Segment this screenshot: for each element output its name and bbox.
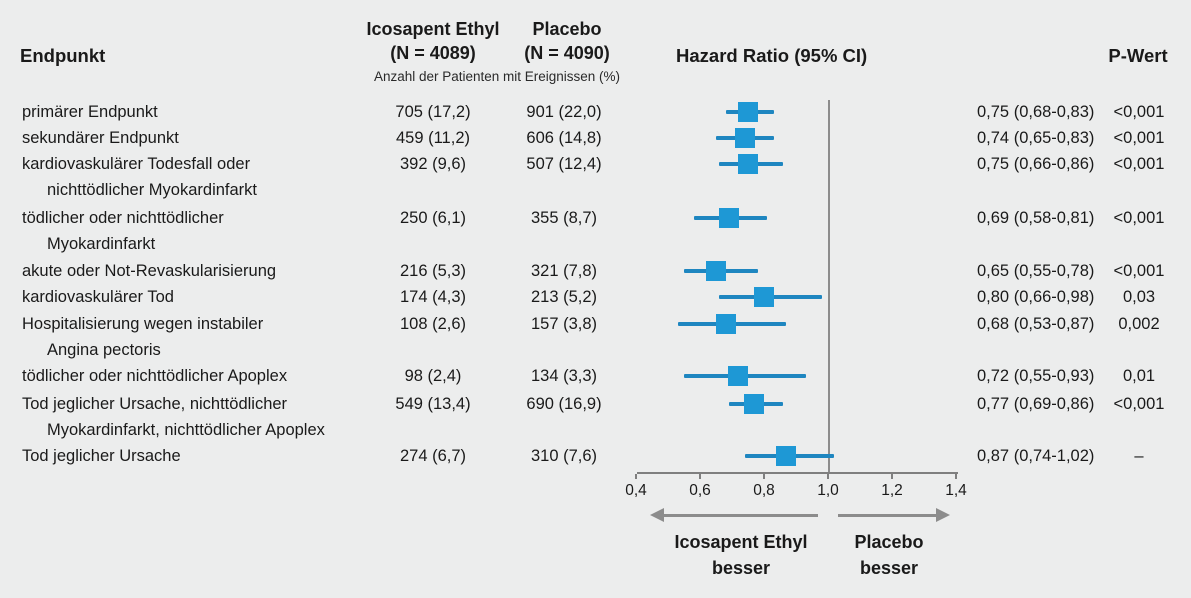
- right-arrow-head-icon: [936, 508, 950, 522]
- hr-marker: [754, 287, 774, 307]
- hr-marker: [728, 366, 749, 386]
- row-label-line: Angina pectoris: [47, 341, 161, 359]
- placebo-value: 901 (22,0): [526, 103, 602, 121]
- hazard-ratio-column-header: Hazard Ratio (95% CI): [676, 45, 868, 66]
- icosapent-value: 98 (2,4): [404, 367, 462, 385]
- right-arrow-label-line2: besser: [859, 558, 919, 578]
- axis-tick-label: 1,4: [945, 482, 967, 499]
- hr-ci-text: 0,69 (0,58-0,81): [977, 209, 1095, 227]
- hr-marker: [738, 154, 758, 174]
- hr-ci-text: 0,72 (0,55-0,93): [977, 367, 1095, 385]
- axis-tick-label: 0,4: [625, 482, 647, 499]
- p-value: 0,01: [1122, 367, 1156, 385]
- axis-tick: [955, 474, 957, 479]
- placebo-value: 355 (8,7): [530, 209, 598, 227]
- pvalue-column-header: P-Wert: [1108, 45, 1168, 66]
- p-value: 0,03: [1122, 288, 1156, 306]
- p-value: <0,001: [1113, 262, 1165, 280]
- icosapent-value: 108 (2,6): [399, 315, 467, 333]
- axis-tick-label: 1,0: [817, 482, 839, 499]
- row-label-line: kardiovaskulärer Todesfall oder: [22, 155, 251, 173]
- events-count-note: Anzahl der Patienten mit Ereignissen (%): [373, 69, 621, 84]
- reference-line-hr-1: [828, 100, 830, 473]
- left-arrow-line: [660, 514, 818, 517]
- axis-tick: [763, 474, 765, 479]
- placebo-group-header-line2: (N = 4090): [524, 43, 610, 63]
- hr-ci-text: 0,65 (0,55-0,78): [977, 262, 1095, 280]
- endpoint-column-header: Endpunkt: [20, 45, 106, 66]
- hr-marker: [706, 261, 726, 281]
- hr-ci-text: 0,75 (0,68-0,83): [977, 103, 1095, 121]
- hr-marker: [734, 128, 755, 148]
- left-arrow-label-line1: Icosapent Ethyl: [674, 532, 808, 552]
- axis-tick-label: 1,2: [881, 482, 903, 499]
- row-label-line: Tod jeglicher Ursache, nichttödlicher: [22, 395, 288, 413]
- axis-tick: [635, 474, 637, 479]
- placebo-value: 310 (7,6): [530, 447, 598, 465]
- icosapent-value: 250 (6,1): [399, 209, 467, 227]
- icosapent-value: 549 (13,4): [395, 395, 471, 413]
- row-label-line: Hospitalisierung wegen instabiler: [22, 315, 264, 333]
- axis-tick: [891, 474, 893, 479]
- hr-ci-text: 0,75 (0,66-0,86): [977, 155, 1095, 173]
- icosapent-value: 392 (9,6): [399, 155, 467, 173]
- left-arrow-head-icon: [650, 508, 664, 522]
- row-label-line: sekundärer Endpunkt: [22, 129, 179, 147]
- row-label-line: primärer Endpunkt: [22, 103, 158, 121]
- placebo-group-header-line1: Placebo: [532, 19, 602, 39]
- p-value: <0,001: [1113, 129, 1165, 147]
- hr-ci-text: 0,87 (0,74-1,02): [977, 447, 1095, 465]
- hr-ci-text: 0,80 (0,66-0,98): [977, 288, 1095, 306]
- hr-marker: [776, 446, 797, 466]
- p-value: <0,001: [1113, 209, 1165, 227]
- p-value: <0,001: [1113, 155, 1165, 173]
- row-label-line: akute oder Not-Revaskularisierung: [22, 262, 277, 280]
- hr-marker: [738, 102, 758, 122]
- placebo-value: 157 (3,8): [530, 315, 598, 333]
- row-label-line: kardiovaskulärer Tod: [22, 288, 174, 306]
- right-arrow-line: [838, 514, 937, 517]
- icosapent-value: 174 (4,3): [399, 288, 467, 306]
- hr-ci-text: 0,74 (0,65-0,83): [977, 129, 1095, 147]
- icosapent-value: 459 (11,2): [396, 129, 470, 147]
- hr-marker: [715, 314, 736, 334]
- p-value: <0,001: [1113, 103, 1165, 121]
- axis-tick: [827, 474, 829, 479]
- x-axis-line: [637, 472, 958, 474]
- row-label-line: tödlicher oder nichttödlicher Apoplex: [22, 367, 288, 385]
- placebo-value: 134 (3,3): [530, 367, 598, 385]
- placebo-value: 606 (14,8): [526, 129, 602, 147]
- placebo-value: 690 (16,9): [526, 395, 602, 413]
- placebo-value: 321 (7,8): [530, 262, 598, 280]
- row-label-line: Tod jeglicher Ursache: [22, 447, 181, 465]
- axis-tick-label: 0,6: [689, 482, 711, 499]
- hr-ci-text: 0,68 (0,53-0,87): [977, 315, 1095, 333]
- p-value: –: [1134, 447, 1144, 465]
- icosapent-value: 274 (6,7): [399, 447, 467, 465]
- hr-ci-text: 0,77 (0,69-0,86): [977, 395, 1095, 413]
- p-value: 0,002: [1118, 315, 1160, 333]
- row-label-line: tödlicher oder nichttödlicher: [22, 209, 224, 227]
- row-label-line: Myokardinfarkt: [47, 235, 156, 253]
- p-value: <0,001: [1113, 395, 1165, 413]
- icosapent-value: 705 (17,2): [395, 103, 471, 121]
- placebo-value: 213 (5,2): [530, 288, 598, 306]
- icosapent-group-header-line2: (N = 4089): [390, 43, 476, 63]
- row-label-line: Myokardinfarkt, nichttödlicher Apoplex: [47, 421, 325, 439]
- axis-tick: [699, 474, 701, 479]
- icosapent-group-header-line1: Icosapent Ethyl: [366, 19, 500, 39]
- axis-tick-label: 0,8: [753, 482, 775, 499]
- row-label-line: nichttödlicher Myokardinfarkt: [47, 181, 258, 199]
- hr-marker: [718, 208, 739, 228]
- placebo-value: 507 (12,4): [526, 155, 602, 173]
- icosapent-value: 216 (5,3): [399, 262, 467, 280]
- right-arrow-label-line1: Placebo: [854, 532, 924, 552]
- hr-marker: [744, 394, 765, 414]
- left-arrow-label-line2: besser: [711, 558, 771, 578]
